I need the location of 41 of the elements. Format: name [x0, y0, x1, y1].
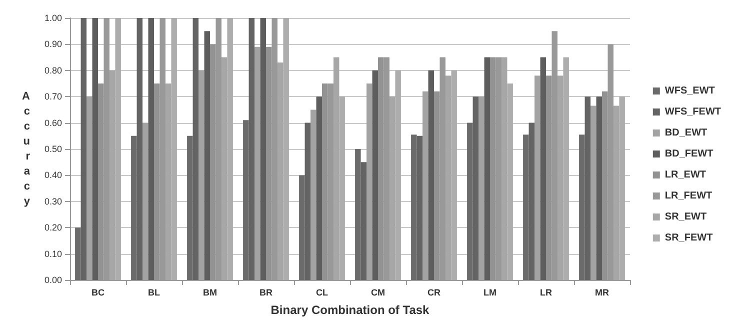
- legend-label: SR_FEWT: [664, 232, 713, 244]
- bar: [540, 57, 546, 280]
- legend-label: BD_FEWT: [664, 148, 714, 160]
- y-tick-label: 1.00: [44, 13, 62, 23]
- y-tick-label: 0.80: [44, 65, 62, 76]
- y-tick-label: 0.20: [44, 222, 62, 233]
- x-tick-label: LM: [484, 288, 496, 298]
- bar: [204, 31, 210, 280]
- x-tick-label: BL: [148, 288, 160, 298]
- bar: [484, 57, 490, 280]
- y-tick-label: 0.50: [44, 144, 62, 154]
- y-tick-label: 0.40: [44, 170, 62, 180]
- x-tick-label: BC: [92, 288, 105, 298]
- y-axis-title: Accuracy: [22, 90, 31, 208]
- bar: [428, 70, 434, 280]
- x-tick-label: CR: [428, 288, 441, 298]
- bar: [316, 96, 322, 280]
- x-axis-title: Binary Combination of Task: [270, 303, 430, 317]
- x-tick-label: CM: [371, 288, 385, 298]
- legend-label: WFS_FEWT: [664, 106, 722, 118]
- y-tick-label: 0.30: [44, 196, 62, 206]
- bar: [260, 18, 266, 280]
- y-tick-label: 0.70: [44, 92, 62, 102]
- bar: [596, 96, 602, 280]
- x-tick-label: CL: [316, 288, 328, 298]
- y-tick-label: 0.90: [44, 39, 62, 50]
- legend-label: LR_EWT: [664, 170, 706, 180]
- bar: [148, 18, 154, 280]
- bar: [92, 18, 98, 280]
- legend-label: BD_EWT: [664, 128, 708, 138]
- x-tick-label: LR: [540, 288, 552, 298]
- legend-label: SR_EWT: [664, 212, 707, 222]
- legend-label: LR_FEWT: [664, 190, 712, 202]
- legend-label: WFS_EWT: [664, 86, 715, 96]
- x-tick-label: BM: [203, 288, 217, 298]
- x-tick-label: MR: [595, 288, 610, 298]
- x-tick-label: BR: [260, 288, 273, 298]
- y-tick-label: 0.00: [44, 275, 62, 285]
- bar: [372, 70, 378, 280]
- y-tick-label: 0.10: [44, 248, 62, 259]
- y-tick-label: 0.60: [44, 118, 62, 128]
